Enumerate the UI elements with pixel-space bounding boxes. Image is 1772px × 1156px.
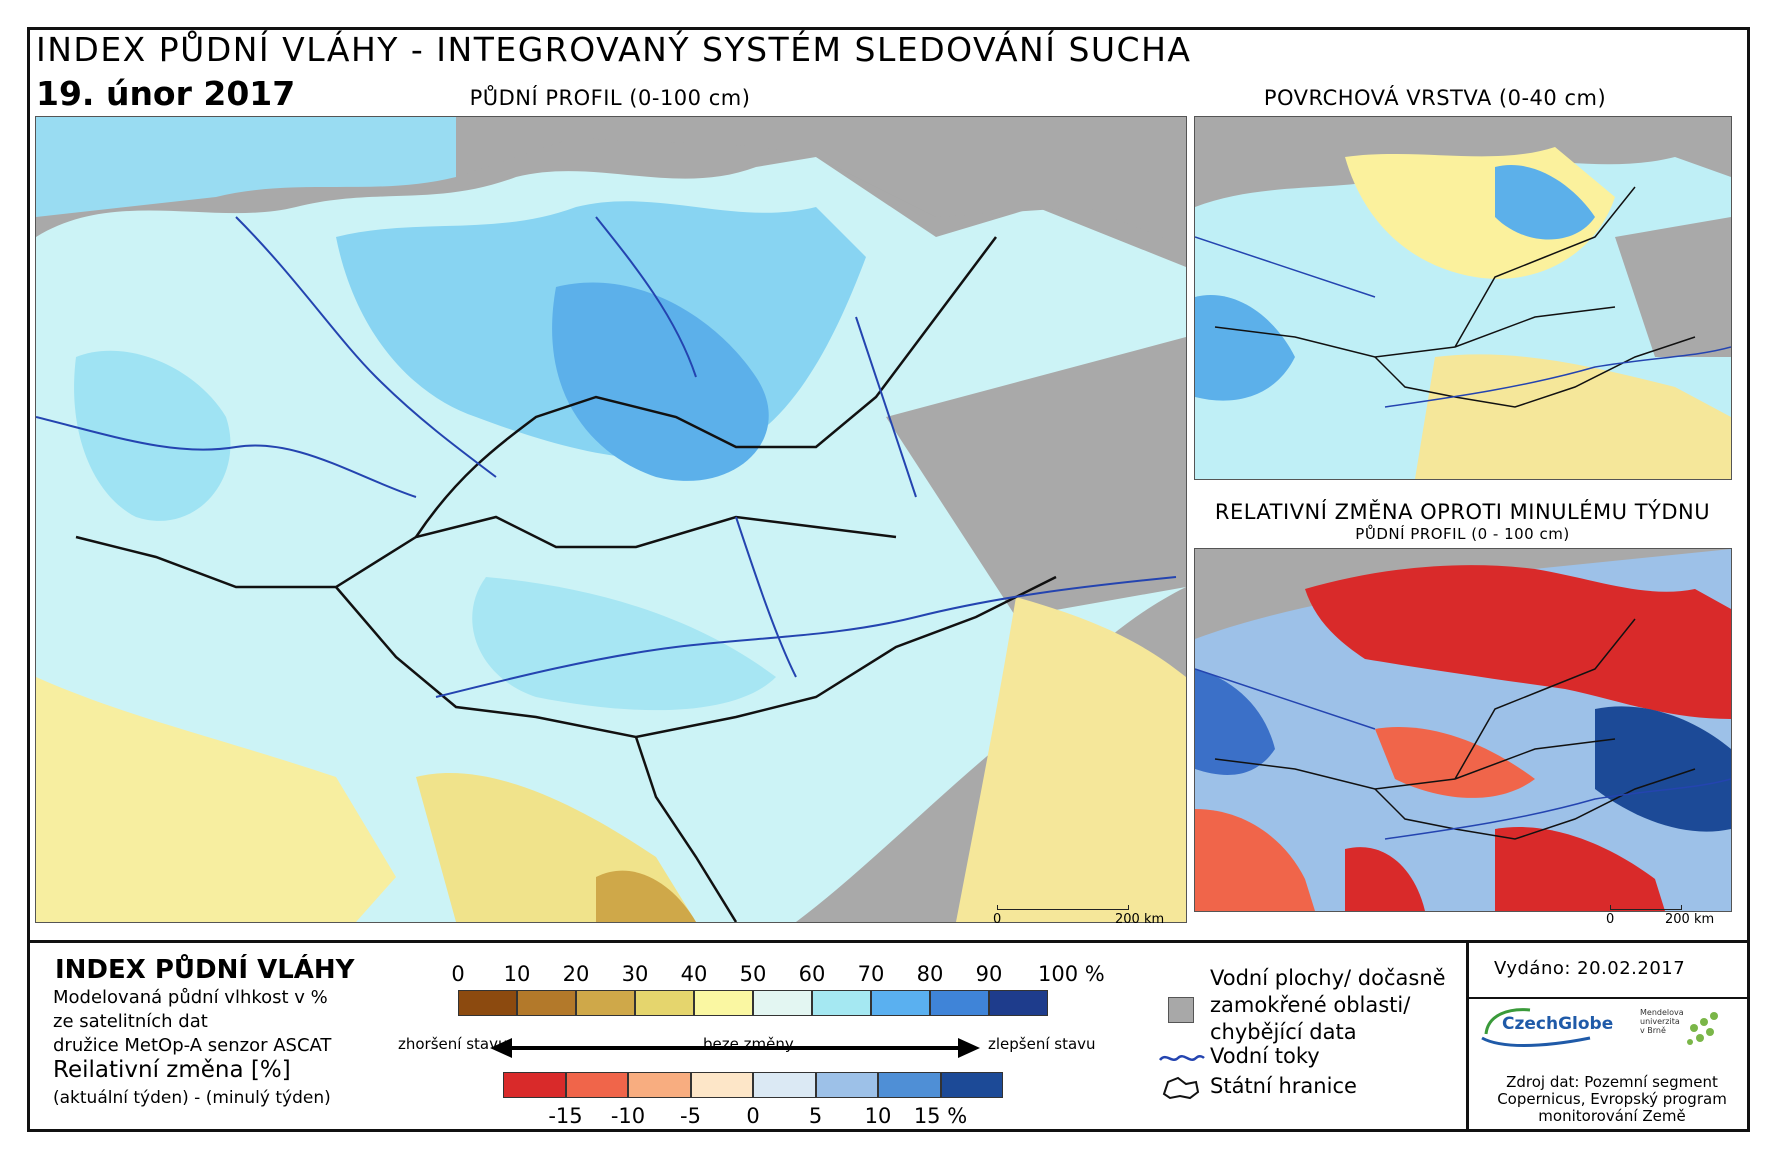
change-scale-zero: 0	[1606, 912, 1615, 927]
legend-title: INDEX PŮDNÍ VLÁHY	[55, 955, 355, 985]
czechglobe-logo: CzechGlobe	[1480, 1004, 1613, 1050]
legend-desc-2: ze satelitních dat	[53, 1011, 208, 1032]
figure-date: 19. únor 2017	[36, 74, 296, 113]
borders-label: Státní hranice	[1210, 1074, 1357, 1098]
surface-map-title: POVRCHOVÁ VRSTVA (0-40 cm)	[1263, 86, 1607, 110]
change-map-title: RELATIVNÍ ZMĚNA OPROTI MINULÉMU TÝDNU	[1214, 500, 1711, 524]
legend-right-divider	[1466, 940, 1469, 1132]
change-swatch	[565, 1072, 628, 1098]
czechglobe-wordmark: CzechGlobe	[1502, 1014, 1614, 1034]
worse-label: zhoršení stavu	[398, 1035, 508, 1053]
main-scale-end: 200 km	[1115, 912, 1165, 927]
change-swatch	[753, 1072, 816, 1098]
index-swatch	[635, 990, 694, 1016]
main-scale-bar	[997, 905, 1129, 910]
change-scale-end: 200 km	[1665, 912, 1715, 927]
index-tick-label: 90	[975, 962, 1003, 986]
change-swatch	[878, 1072, 941, 1098]
change-map[interactable]	[1194, 548, 1732, 912]
figure-title: INDEX PŮDNÍ VLÁHY - INTEGROVANÝ SYSTÉM S…	[36, 30, 1192, 69]
main-map[interactable]	[35, 116, 1187, 923]
index-tick-label: 20	[562, 962, 590, 986]
change-tick-label: -10	[610, 1104, 646, 1128]
mendelu-logo-text: Mendelova univerzita v Brně	[1640, 1008, 1684, 1035]
index-swatch	[930, 990, 989, 1016]
rivers-label: Vodní toky	[1210, 1044, 1320, 1068]
change-swatch	[815, 1072, 878, 1098]
change-swatch	[690, 1072, 753, 1098]
index-swatch	[871, 990, 930, 1016]
surface-map[interactable]	[1194, 116, 1732, 480]
legend-divider	[27, 940, 1750, 943]
issued-date: Vydáno: 20.02.2017	[1494, 958, 1686, 979]
change-legend-title: Reilativní změna [%]	[53, 1057, 291, 1083]
index-tick-label: 70	[857, 962, 885, 986]
change-map-subtitle: PŮDNÍ PROFIL (0 - 100 cm)	[1355, 525, 1570, 543]
index-swatch	[812, 990, 871, 1016]
index-tick-label: 10	[503, 962, 531, 986]
figure-frame	[27, 27, 1750, 1132]
issued-divider	[1466, 997, 1750, 999]
water-areas-label: Vodní plochy/ dočasně zamokřené oblasti/…	[1210, 966, 1446, 1044]
main-scale-zero: 0	[993, 912, 1002, 927]
index-tick-label: 80	[916, 962, 944, 986]
change-arrow	[490, 1038, 980, 1058]
index-tick-label: 50	[739, 962, 767, 986]
change-legend-desc: (aktuální týden) - (minulý týden)	[53, 1088, 331, 1108]
change-tick-label: -5	[680, 1104, 701, 1128]
index-tick-label: 30	[621, 962, 649, 986]
change-tick-label: 15 %	[913, 1104, 968, 1128]
change-tick-label: -15	[548, 1104, 583, 1128]
legend-desc-1: Modelovaná půdní vlhkost v %	[53, 987, 328, 1008]
change-swatch	[940, 1072, 1003, 1098]
data-source: Zdroj dat: Pozemní segment Copernicus, E…	[1497, 1073, 1727, 1125]
legend-desc-3: družice MetOp-A senzor ASCAT	[53, 1035, 332, 1056]
index-tick-label: 100 %	[1038, 962, 1105, 986]
change-swatch	[503, 1072, 566, 1098]
index-swatch	[517, 990, 576, 1016]
change-tick-label: 5	[808, 1104, 823, 1128]
index-tick-label: 40	[680, 962, 708, 986]
mendelu-logo-icon	[1687, 1012, 1718, 1045]
change-tick-label: 0	[746, 1104, 760, 1128]
better-label: zlepšení stavu	[988, 1035, 1096, 1053]
change-scale-bar	[1610, 905, 1682, 910]
index-tick-label: 0	[451, 962, 465, 986]
index-swatch	[753, 990, 812, 1016]
index-swatch	[576, 990, 635, 1016]
index-tick-label: 60	[798, 962, 826, 986]
river-symbol	[1159, 1054, 1205, 1061]
change-swatch	[628, 1072, 691, 1098]
index-swatch	[694, 990, 753, 1016]
missing-data-swatch	[1168, 997, 1194, 1023]
index-swatch	[989, 990, 1048, 1016]
index-swatch	[458, 990, 517, 1016]
border-symbol	[1162, 1076, 1200, 1100]
main-map-title: PŮDNÍ PROFIL (0-100 cm)	[469, 86, 751, 110]
change-tick-label: 10	[864, 1104, 892, 1128]
